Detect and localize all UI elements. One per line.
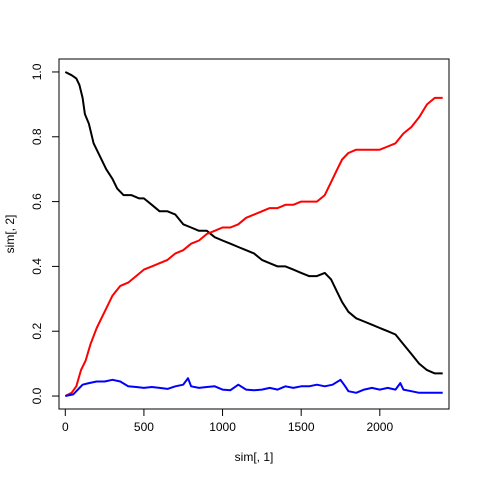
y-tick-label: 0.0 (30, 387, 44, 404)
x-axis: 0 500 1000 1500 2000 (62, 409, 394, 434)
y-tick-label: 0.8 (30, 128, 44, 145)
plot-frame (59, 59, 449, 409)
y-tick-label: 0.4 (30, 258, 44, 275)
x-axis-label: sim[, 1] (235, 450, 274, 464)
y-tick-label: 0.6 (30, 193, 44, 210)
y-tick-label: 0.2 (30, 323, 44, 340)
series-layer (65, 72, 442, 396)
series-line-2 (65, 98, 442, 396)
x-tick-label: 1000 (209, 420, 236, 434)
series-line-3 (65, 378, 442, 396)
x-tick-label: 1500 (288, 420, 315, 434)
y-axis-label: sim[, 2] (3, 215, 17, 254)
y-tick-label: 1.0 (30, 63, 44, 80)
x-tick-label: 500 (134, 420, 154, 434)
x-tick-label: 0 (62, 420, 69, 434)
y-axis: 0.0 0.2 0.4 0.6 0.8 1.0 (30, 63, 59, 404)
series-line-1 (65, 72, 442, 373)
x-tick-label: 2000 (366, 420, 393, 434)
